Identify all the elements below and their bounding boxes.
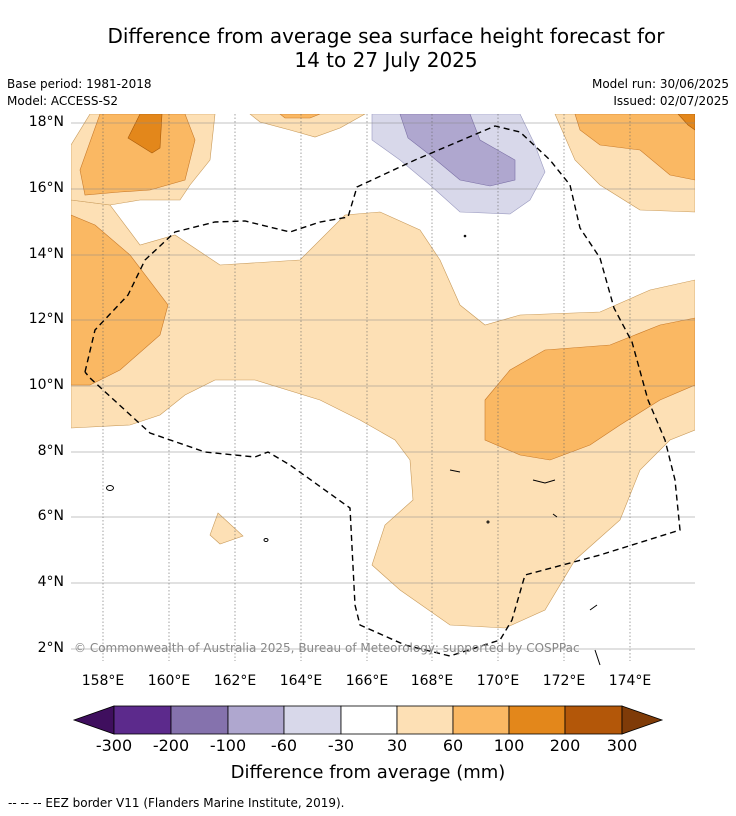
colorbar-tick: 60: [442, 736, 464, 755]
lon-label: 174°E: [608, 673, 652, 689]
lat-label: 6°N: [37, 508, 64, 524]
anomaly-60-100-west: [71, 214, 169, 386]
lat-label: 18°N: [28, 114, 64, 130]
lon-label: 160°E: [147, 673, 191, 689]
colorbar: [72, 705, 664, 735]
colorbar-title: Difference from average (mm): [230, 762, 506, 783]
anomaly-60-100-east: [484, 317, 695, 461]
colorbar-tick: -300: [95, 736, 133, 755]
lon-label: 158°E: [81, 673, 125, 689]
anomaly-60-100-north-west: [79, 114, 196, 196]
colorbar-tick: 200: [549, 736, 581, 755]
eez-legend-note: -- -- -- EEZ border V11 (Flanders Marine…: [8, 796, 345, 810]
colorbar-tick: 300: [606, 736, 638, 755]
base-period: Base period: 1981-2018: [7, 77, 152, 91]
colorbar-tick: -100: [209, 736, 247, 755]
lon-label: 170°E: [476, 673, 520, 689]
colorbar-tick: 30: [386, 736, 408, 755]
issued-date: Issued: 02/07/2025: [613, 94, 729, 108]
colorbar-extend-low: [72, 705, 115, 735]
lat-label: 4°N: [37, 574, 64, 590]
anomaly-60-100-north: [279, 114, 321, 119]
islands: [106, 234, 601, 666]
lat-label: 12°N: [28, 311, 64, 327]
colorbar-extend-high: [621, 705, 664, 735]
chart-title-line1: Difference from average sea surface heig…: [107, 24, 665, 48]
lat-label: 8°N: [37, 443, 64, 459]
lon-label: 164°E: [279, 673, 323, 689]
colorbar-tick: -60: [270, 736, 298, 755]
graticule: [102, 114, 631, 661]
lon-label: 172°E: [542, 673, 586, 689]
anomaly-60-100-north-east: [574, 114, 695, 181]
anomaly-neg60-neg100-region: [399, 114, 516, 187]
chart-title-line2: 14 to 27 July 2025: [294, 48, 478, 72]
anomaly-100-200-north-west: [127, 114, 163, 154]
anomaly-30-60-islet: [209, 512, 244, 545]
lat-label: 2°N: [37, 640, 64, 656]
graticule-lat: [71, 122, 695, 650]
anomaly-30-60-region: [71, 199, 695, 629]
eez-border: [84, 125, 681, 657]
colorbar-tick: -30: [327, 736, 355, 755]
lat-label: 14°N: [28, 246, 64, 262]
anomaly-100-200-north-east: [677, 114, 695, 131]
model-name: Model: ACCESS-S2: [7, 94, 119, 108]
copyright-notice: © Commonwealth of Australia 2025, Bureau…: [74, 641, 580, 655]
lon-label: 166°E: [345, 673, 389, 689]
lat-label: 16°N: [28, 180, 64, 196]
colorbar-tick: 100: [493, 736, 525, 755]
colorbar-tick: -200: [152, 736, 190, 755]
lat-label: 10°N: [28, 377, 64, 393]
model-run-date: Model run: 30/06/2025: [591, 77, 729, 91]
lon-label: 168°E: [410, 673, 454, 689]
anomaly-30-60-north: [249, 114, 366, 138]
lon-label: 162°E: [213, 673, 257, 689]
